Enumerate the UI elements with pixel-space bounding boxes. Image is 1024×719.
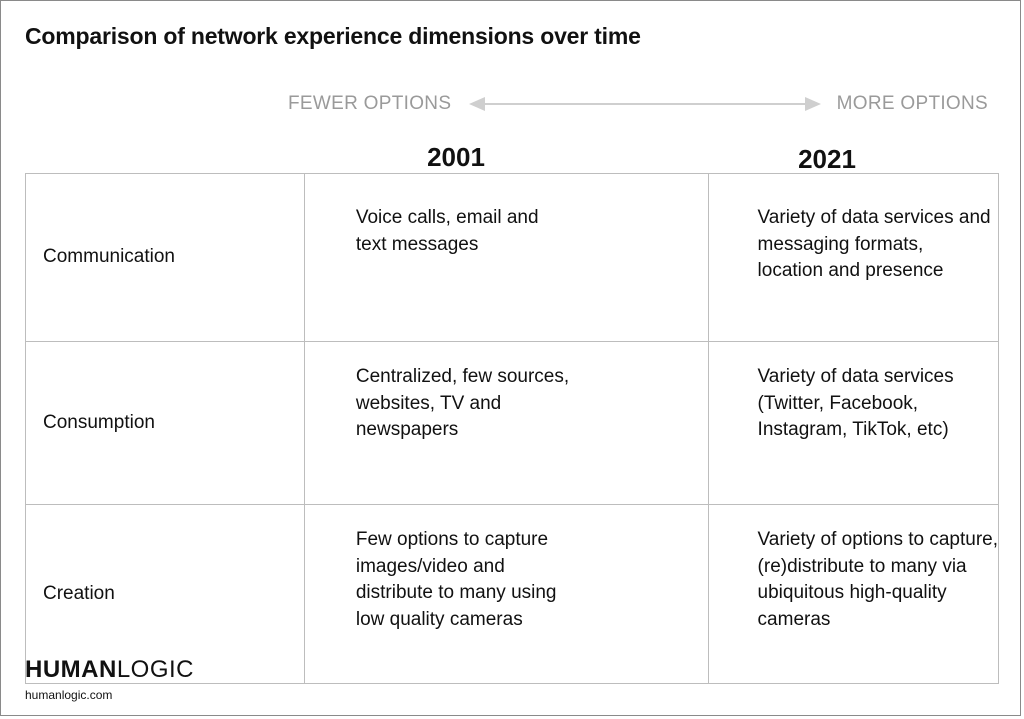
row-label: Creation xyxy=(25,504,305,684)
cell-text: Instagram, TikTok, etc) xyxy=(757,419,949,440)
cell-text: low quality cameras xyxy=(355,608,523,630)
cell-text: cameras xyxy=(757,608,831,630)
column-header-2001: 2001 xyxy=(427,142,485,172)
cell-2001: Centralized, few sources, websites, TV a… xyxy=(303,341,709,505)
cell-text: messaging formats, xyxy=(757,233,924,255)
row-label: Communication xyxy=(25,173,305,342)
brand-logo: HUMANLOGIC xyxy=(25,656,194,684)
cell-2021: Variety of data services and messaging f… xyxy=(707,173,1000,342)
cell-2001: Few options to capture images/video and … xyxy=(303,504,709,684)
cell-2021: Variety of data services (Twitter, Faceb… xyxy=(707,341,1000,505)
column-header-2021: 2021 xyxy=(798,144,856,174)
table-row: Creation Few options to capture images/v… xyxy=(25,504,1000,684)
axis-left-label: FEWER OPTIONS xyxy=(288,93,452,114)
cell-text: location and presence xyxy=(757,260,944,281)
cell-text: ubiquitous high-quality xyxy=(757,582,947,603)
table-row: Consumption Centralized, few sources, we… xyxy=(25,341,1000,505)
cell-text: images/video and xyxy=(355,555,505,577)
cell-2001: Voice calls, email and text messages xyxy=(303,173,709,342)
figure-title: Comparison of network experience dimensi… xyxy=(25,23,641,49)
row-label: Consumption xyxy=(25,341,305,505)
comparison-table: Communication Voice calls, email and tex… xyxy=(25,173,1000,684)
double-arrow-icon xyxy=(469,97,821,111)
cell-text: Variety of options to capture, xyxy=(757,529,998,550)
cell-text: distribute to many using xyxy=(355,582,557,603)
brand-logo-part1: HUMAN xyxy=(25,656,117,683)
cell-2021: Variety of options to capture, (re)distr… xyxy=(707,504,1000,684)
cell-text: text messages xyxy=(355,233,479,255)
cell-text: (re)distribute to many via xyxy=(757,555,967,577)
cell-text: (Twitter, Facebook, xyxy=(757,392,919,414)
cell-text: Voice calls, email and xyxy=(355,207,539,228)
cell-text: Variety of data services and xyxy=(757,207,991,228)
brand-website: humanlogic.com xyxy=(25,688,113,702)
cell-text: Centralized, few sources, xyxy=(355,366,570,387)
cell-text: Few options to capture xyxy=(355,529,549,550)
brand-logo-part2: LOGIC xyxy=(116,656,195,683)
cell-text: Variety of data services xyxy=(757,366,954,387)
table-row: Communication Voice calls, email and tex… xyxy=(25,173,1000,342)
cell-text: newspapers xyxy=(355,419,459,440)
cell-text: websites, TV and xyxy=(355,392,502,414)
axis-right-label: MORE OPTIONS xyxy=(836,93,988,114)
